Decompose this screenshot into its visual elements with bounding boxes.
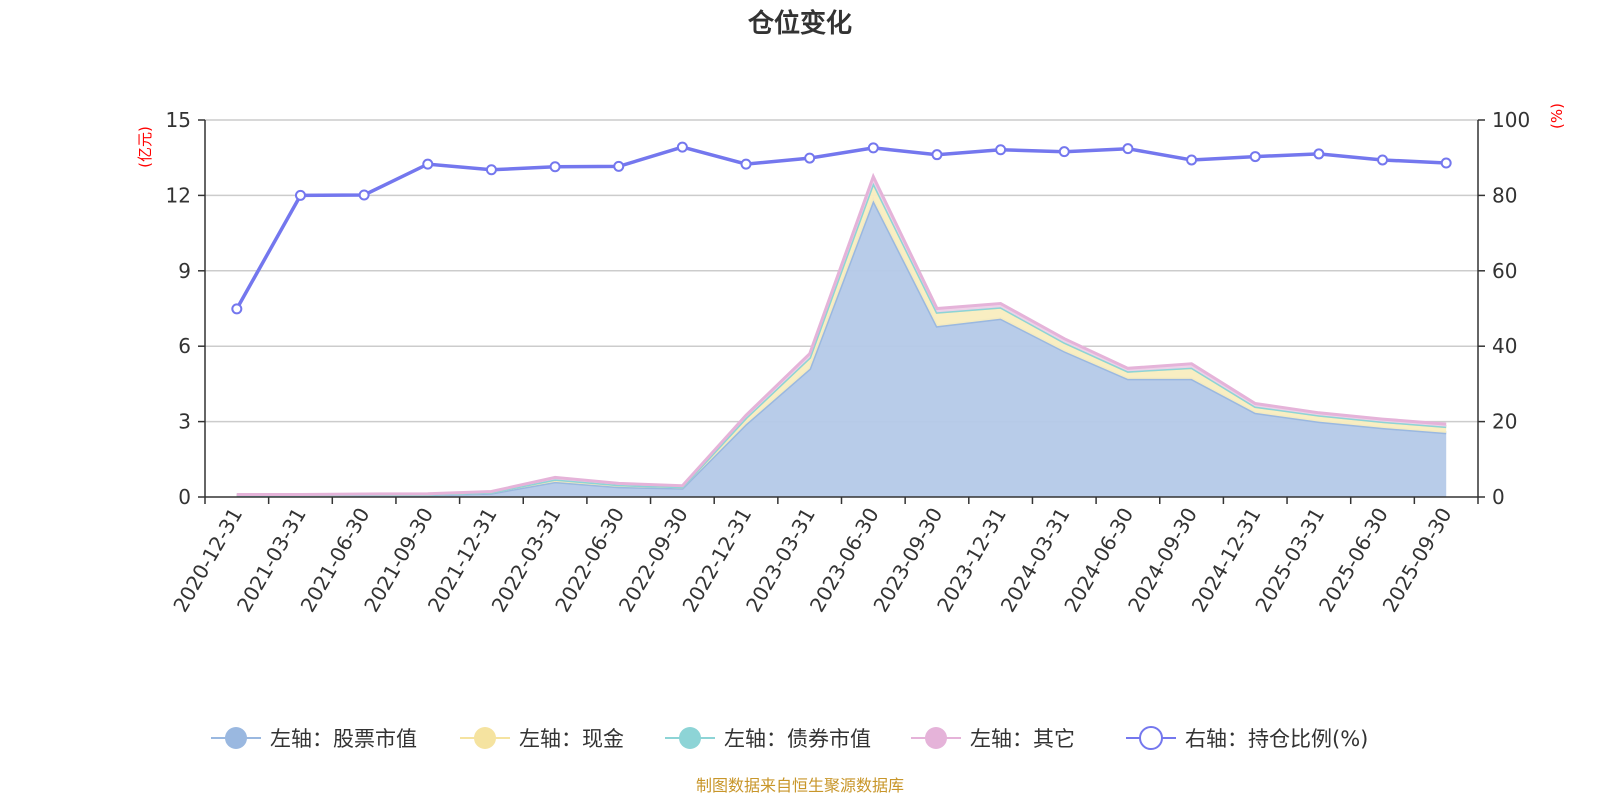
- right-axis-tick-label: 80: [1492, 183, 1517, 207]
- holding-ratio-point: [613, 160, 625, 172]
- holding-ratio-point: [867, 142, 879, 154]
- holding-ratio-point: [1313, 148, 1325, 160]
- holding-ratio-point: [995, 144, 1007, 156]
- holding-ratio-point: [1058, 146, 1070, 158]
- right-axis-tick-label: 60: [1492, 259, 1517, 283]
- holding-ratio-point: [294, 189, 306, 201]
- left-axis-unit: (亿元): [136, 126, 154, 168]
- legend-marker: [679, 727, 701, 749]
- chart-title: 仓位变化: [747, 8, 852, 39]
- right-axis-tick-label: 0: [1492, 485, 1505, 509]
- area-outline-左轴：其它: [236, 172, 1447, 496]
- legend-marker: [225, 727, 247, 749]
- holding-ratio-point: [485, 164, 497, 176]
- left-axis-tick-label: 0: [178, 485, 191, 509]
- area-左轴：股票市值: [236, 200, 1447, 497]
- data-source-footer: 制图数据来自恒生聚源数据库: [696, 776, 904, 795]
- holding-ratio-point: [1186, 154, 1198, 166]
- holding-ratio-point: [231, 303, 243, 315]
- holding-ratio-point: [358, 189, 370, 201]
- holding-ratio-point: [1249, 151, 1261, 163]
- right-axis-tick-label: 40: [1492, 334, 1517, 358]
- legend: 左轴：股票市值 左轴：现金 左轴：债券市值 左轴：其它 右轴：持仓比例(%): [211, 726, 1368, 751]
- right-axis-tick-label: 100: [1492, 108, 1530, 132]
- left-axis-tick-label: 15: [166, 108, 191, 132]
- legend-label: 右轴：持仓比例(%): [1185, 727, 1368, 751]
- holding-ratio-point: [931, 149, 943, 161]
- right-axis-unit: (%): [1548, 103, 1566, 129]
- legend-label: 左轴：股票市值: [270, 727, 417, 751]
- stacked-areas: [236, 172, 1447, 498]
- left-axis-tick-label: 12: [166, 183, 191, 207]
- holding-ratio-point: [804, 152, 816, 164]
- legend-label: 左轴：现金: [519, 727, 624, 751]
- holding-ratio-point: [740, 158, 752, 170]
- ratio-line: [231, 141, 1452, 315]
- legend-marker: [474, 727, 496, 749]
- holding-ratio-point: [1377, 154, 1389, 166]
- holding-ratio-point: [422, 158, 434, 170]
- holding-ratio-point: [549, 161, 561, 173]
- holding-ratio-point: [676, 141, 688, 153]
- legend-label: 左轴：其它: [970, 727, 1075, 751]
- holding-ratio-point: [1440, 157, 1452, 169]
- holding-ratio-point: [1122, 143, 1134, 155]
- holding-ratio-line: [235, 145, 1447, 310]
- left-axis-tick-label: 3: [178, 410, 191, 434]
- legend-marker: [1139, 726, 1163, 750]
- right-axis-tick-label: 20: [1492, 410, 1517, 434]
- legend-label: 左轴：债券市值: [724, 727, 871, 751]
- left-axis-tick-label: 9: [178, 259, 191, 283]
- left-axis-tick-label: 6: [178, 334, 191, 358]
- legend-marker: [925, 727, 947, 749]
